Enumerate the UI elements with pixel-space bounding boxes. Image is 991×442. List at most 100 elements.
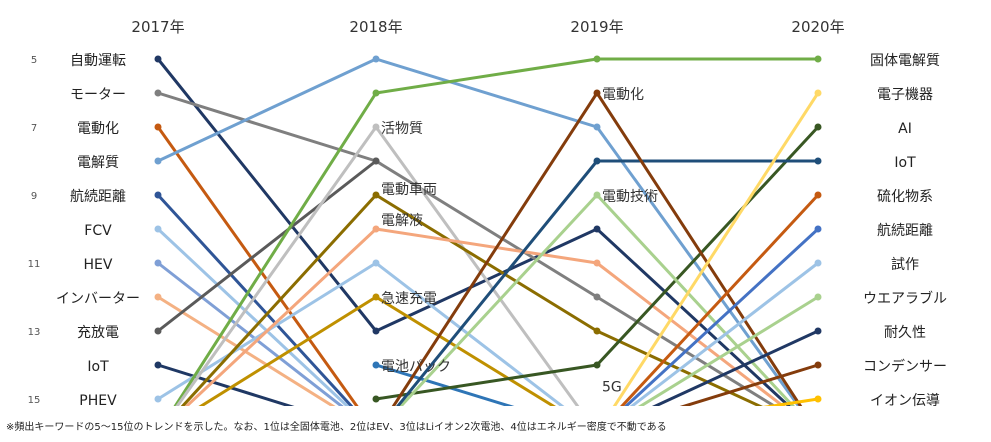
series-point: [372, 327, 380, 335]
y-tick-label: 13: [28, 327, 41, 338]
series-point: [154, 123, 162, 131]
x-axis-year-labels: 2017年 2018年 2019年 2020年: [131, 18, 844, 36]
series-point: [154, 191, 162, 199]
series-point: [593, 327, 601, 335]
year-label: 2017年: [131, 18, 184, 36]
y-tick-label: 11: [28, 259, 41, 270]
left-keyword-label: IoT: [87, 359, 109, 375]
series-point: [154, 361, 162, 369]
series-lines: [156, 57, 820, 406]
series-line: [157, 159, 377, 333]
series-line: [679, 363, 819, 406]
series-line: [620, 193, 820, 406]
series-line: [612, 92, 820, 406]
series-point: [154, 293, 162, 301]
series-line: [157, 57, 801, 406]
inline-keyword-label: 電池パック: [381, 359, 451, 375]
series-point: [593, 157, 601, 165]
right-keyword-label: AI: [898, 121, 912, 137]
series-point: [372, 123, 380, 131]
year-label: 2018年: [349, 18, 402, 36]
series-point: [593, 293, 601, 301]
inline-keyword-label: 電解液: [381, 213, 423, 229]
series-line: [157, 261, 344, 406]
series-point: [814, 225, 822, 233]
series-point: [593, 89, 601, 97]
y-tick-label: 7: [31, 123, 37, 134]
series-line: [638, 295, 819, 406]
series-point: [372, 293, 380, 301]
y-axis-rank-ticks: 5 7 9 11 13 15: [28, 55, 41, 406]
series-point: [593, 259, 601, 267]
left-keyword-label: 電解質: [77, 155, 119, 171]
series-point: [154, 157, 162, 165]
left-keyword-label: FCV: [84, 223, 112, 239]
inline-keyword-label: 電動車両: [381, 181, 437, 198]
left-keyword-label: インバーター: [56, 291, 140, 307]
left-keyword-label: 電動化: [77, 121, 119, 137]
right-keyword-label: IoT: [894, 155, 916, 171]
series-point: [814, 157, 822, 165]
series-point: [814, 327, 822, 335]
series-point: [814, 191, 822, 199]
series-point: [154, 327, 162, 335]
inline-keyword-label: 急速充電: [381, 291, 437, 307]
series-markers: [154, 55, 822, 403]
left-keyword-label: モーター: [70, 87, 126, 103]
inline-keyword-label: 電動技術: [602, 189, 658, 205]
series-point: [593, 361, 601, 369]
series-point: [814, 55, 822, 63]
footnote: ※頻出キーワードの5～15位のトレンドを示した。なお、1位は全固体電池、2位はE…: [6, 420, 667, 433]
series-point: [372, 225, 380, 233]
series-point: [154, 395, 162, 403]
series-point: [154, 89, 162, 97]
right-keyword-label: ウエアラブル: [863, 290, 947, 307]
inline-keyword-label: 5G: [602, 379, 622, 395]
y-tick-label: 15: [28, 395, 41, 406]
series-point: [154, 55, 162, 63]
series-point: [154, 225, 162, 233]
series-point: [814, 259, 822, 267]
series-point: [814, 395, 822, 403]
inline-keyword-label: 活物質: [381, 121, 423, 137]
series-point: [593, 55, 601, 63]
series-point: [814, 293, 822, 301]
series-point: [154, 259, 162, 267]
series-point: [372, 361, 380, 369]
left-keyword-label: HEV: [84, 257, 113, 273]
right-keyword-label: 耐久性: [884, 325, 926, 341]
right-keyword-label: 固体電解質: [870, 53, 940, 69]
series-point: [593, 123, 601, 131]
series-line: [629, 261, 819, 406]
series-line: [762, 397, 819, 406]
series-line: [173, 57, 818, 406]
series-line: [157, 261, 565, 406]
series-point: [372, 89, 380, 97]
left-keyword-label: 充放電: [77, 325, 119, 341]
series-point: [814, 89, 822, 97]
year-label: 2019年: [570, 18, 623, 36]
y-tick-label: 5: [31, 55, 37, 66]
right-keyword-label: イオン伝導: [870, 393, 940, 409]
series-point: [372, 157, 380, 165]
right-keyword-label: 硫化物系: [877, 189, 933, 205]
right-keyword-label: コンデンサー: [863, 358, 947, 375]
left-keyword-label: PHEV: [79, 393, 117, 409]
series-point: [372, 259, 380, 267]
left-keyword-label: 航続距離: [70, 188, 126, 205]
left-keyword-label: 自動運転: [70, 53, 126, 69]
series-point: [593, 191, 601, 199]
series-point: [593, 225, 601, 233]
series-line: [651, 329, 819, 406]
series-point: [372, 395, 380, 403]
right-keyword-label: 試作: [891, 257, 919, 273]
series-point: [814, 123, 822, 131]
series-point: [372, 55, 380, 63]
year-label: 2020年: [791, 18, 844, 36]
y-tick-label: 9: [31, 191, 37, 202]
series-point: [814, 361, 822, 369]
right-keyword-label: 航続距離: [877, 222, 933, 239]
